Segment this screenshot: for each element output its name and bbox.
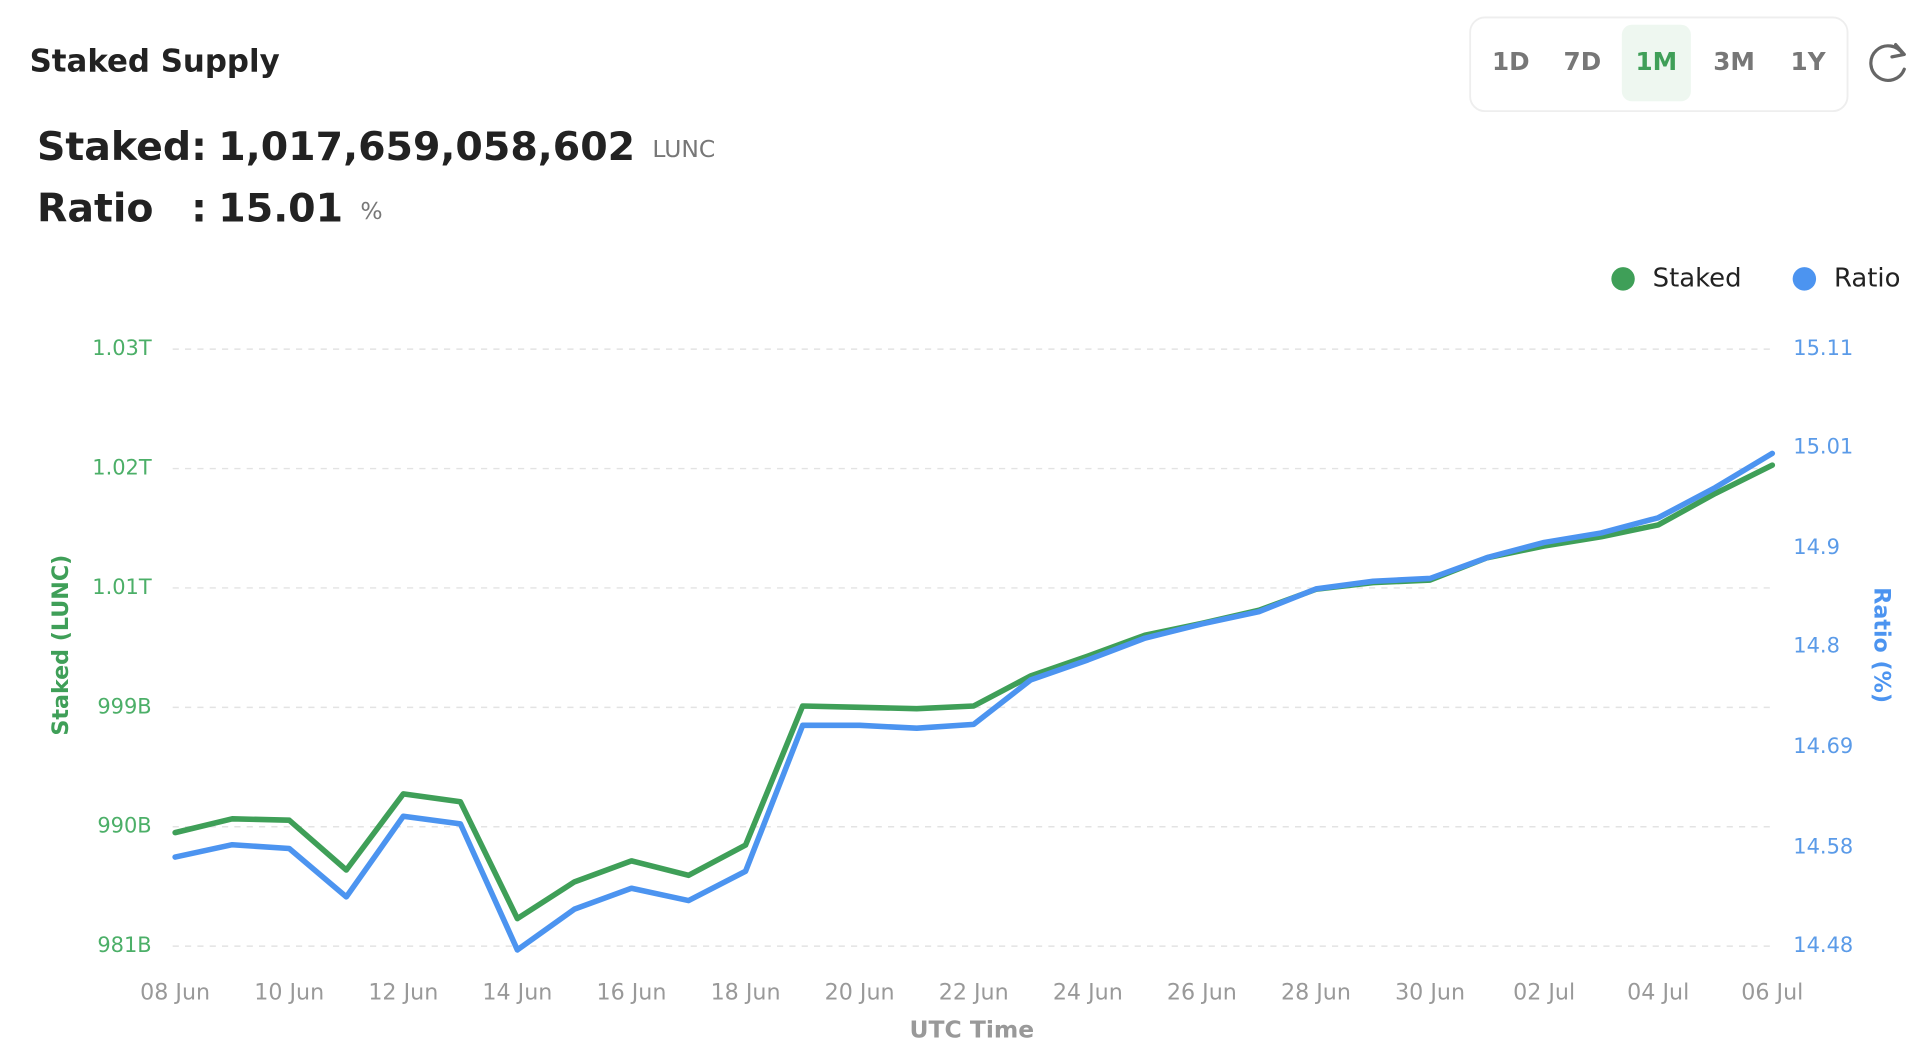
legend-label: Ratio — [1834, 263, 1900, 293]
y2-tick-label: 14.69 — [1793, 734, 1853, 758]
range-label: 1Y — [1791, 47, 1827, 76]
range-label: 1M — [1636, 47, 1678, 76]
range-label: 1D — [1492, 47, 1530, 76]
x-tick-label: 08 Jun — [140, 979, 210, 1005]
legend-swatch — [1792, 267, 1817, 291]
x-tick-label: 10 Jun — [254, 979, 324, 1005]
range-label: 7D — [1564, 47, 1602, 76]
y-axis-title: Staked (LUNC) — [48, 555, 74, 736]
y-tick-label: 1.03T — [92, 336, 152, 360]
x-tick-label: 18 Jun — [711, 979, 781, 1005]
range-button-active-bg — [1621, 24, 1691, 102]
y2-tick-label: 15.11 — [1793, 336, 1853, 360]
x-tick-label: 04 Jul — [1627, 979, 1689, 1005]
x-tick-label: 30 Jun — [1395, 979, 1465, 1005]
y-tick-label: 999B — [97, 694, 151, 718]
y2-tick-label: 14.48 — [1793, 933, 1853, 957]
x-tick-label: 12 Jun — [368, 979, 438, 1005]
y-tick-label: 990B — [97, 814, 151, 838]
x-tick-label: 06 Jul — [1741, 979, 1803, 1005]
x-tick-label: 28 Jun — [1281, 979, 1351, 1005]
y2-axis-title: Ratio (%) — [1868, 587, 1894, 703]
y2-tick-label: 14.58 — [1793, 835, 1853, 859]
range-button[interactable]: 1Y — [1791, 47, 1827, 76]
stat-value: 15.01 — [218, 186, 343, 232]
y-tick-label: 981B — [97, 933, 151, 957]
series-line — [172, 450, 1776, 953]
legend-item[interactable]: Ratio — [1792, 263, 1901, 293]
range-button[interactable]: 1M — [1621, 24, 1691, 102]
stat-label: Ratio — [37, 186, 154, 232]
x-tick-label: 14 Jun — [482, 979, 552, 1005]
y-tick-label: 1.01T — [92, 575, 152, 599]
range-button[interactable]: 7D — [1564, 47, 1602, 76]
x-axis-title: UTC Time — [910, 1016, 1035, 1044]
range-button[interactable]: 1D — [1492, 47, 1530, 76]
series-line — [172, 462, 1776, 922]
x-tick-label: 16 Jun — [596, 979, 666, 1005]
x-tick-label: 24 Jun — [1053, 979, 1123, 1005]
range-label: 3M — [1713, 47, 1755, 76]
refresh-icon — [1869, 44, 1906, 82]
y2-tick-label: 14.8 — [1793, 634, 1840, 658]
stat-label: Staked — [37, 124, 191, 170]
stat-unit: LUNC — [652, 135, 715, 163]
x-tick-label: 26 Jun — [1167, 979, 1237, 1005]
stat-separator: : — [191, 124, 207, 170]
legend-label: Staked — [1653, 263, 1742, 293]
legend-item[interactable]: Staked — [1611, 263, 1742, 293]
x-tick-label: 20 Jun — [825, 979, 895, 1005]
refresh-button[interactable] — [1869, 42, 1906, 82]
stat-unit: % — [360, 197, 382, 225]
range-button[interactable]: 3M — [1713, 47, 1755, 76]
stat-separator: : — [191, 186, 207, 232]
refresh-arrow — [1890, 42, 1906, 59]
x-tick-label: 02 Jul — [1513, 979, 1575, 1005]
widget-title: Staked Supply — [30, 44, 280, 80]
y-tick-label: 1.02T — [92, 456, 152, 480]
legend-swatch — [1611, 267, 1635, 291]
stat-value: 1,017,659,058,602 — [218, 124, 635, 170]
y2-tick-label: 14.9 — [1793, 535, 1840, 559]
y2-tick-label: 15.01 — [1793, 435, 1853, 459]
x-tick-label: 22 Jun — [939, 979, 1009, 1005]
